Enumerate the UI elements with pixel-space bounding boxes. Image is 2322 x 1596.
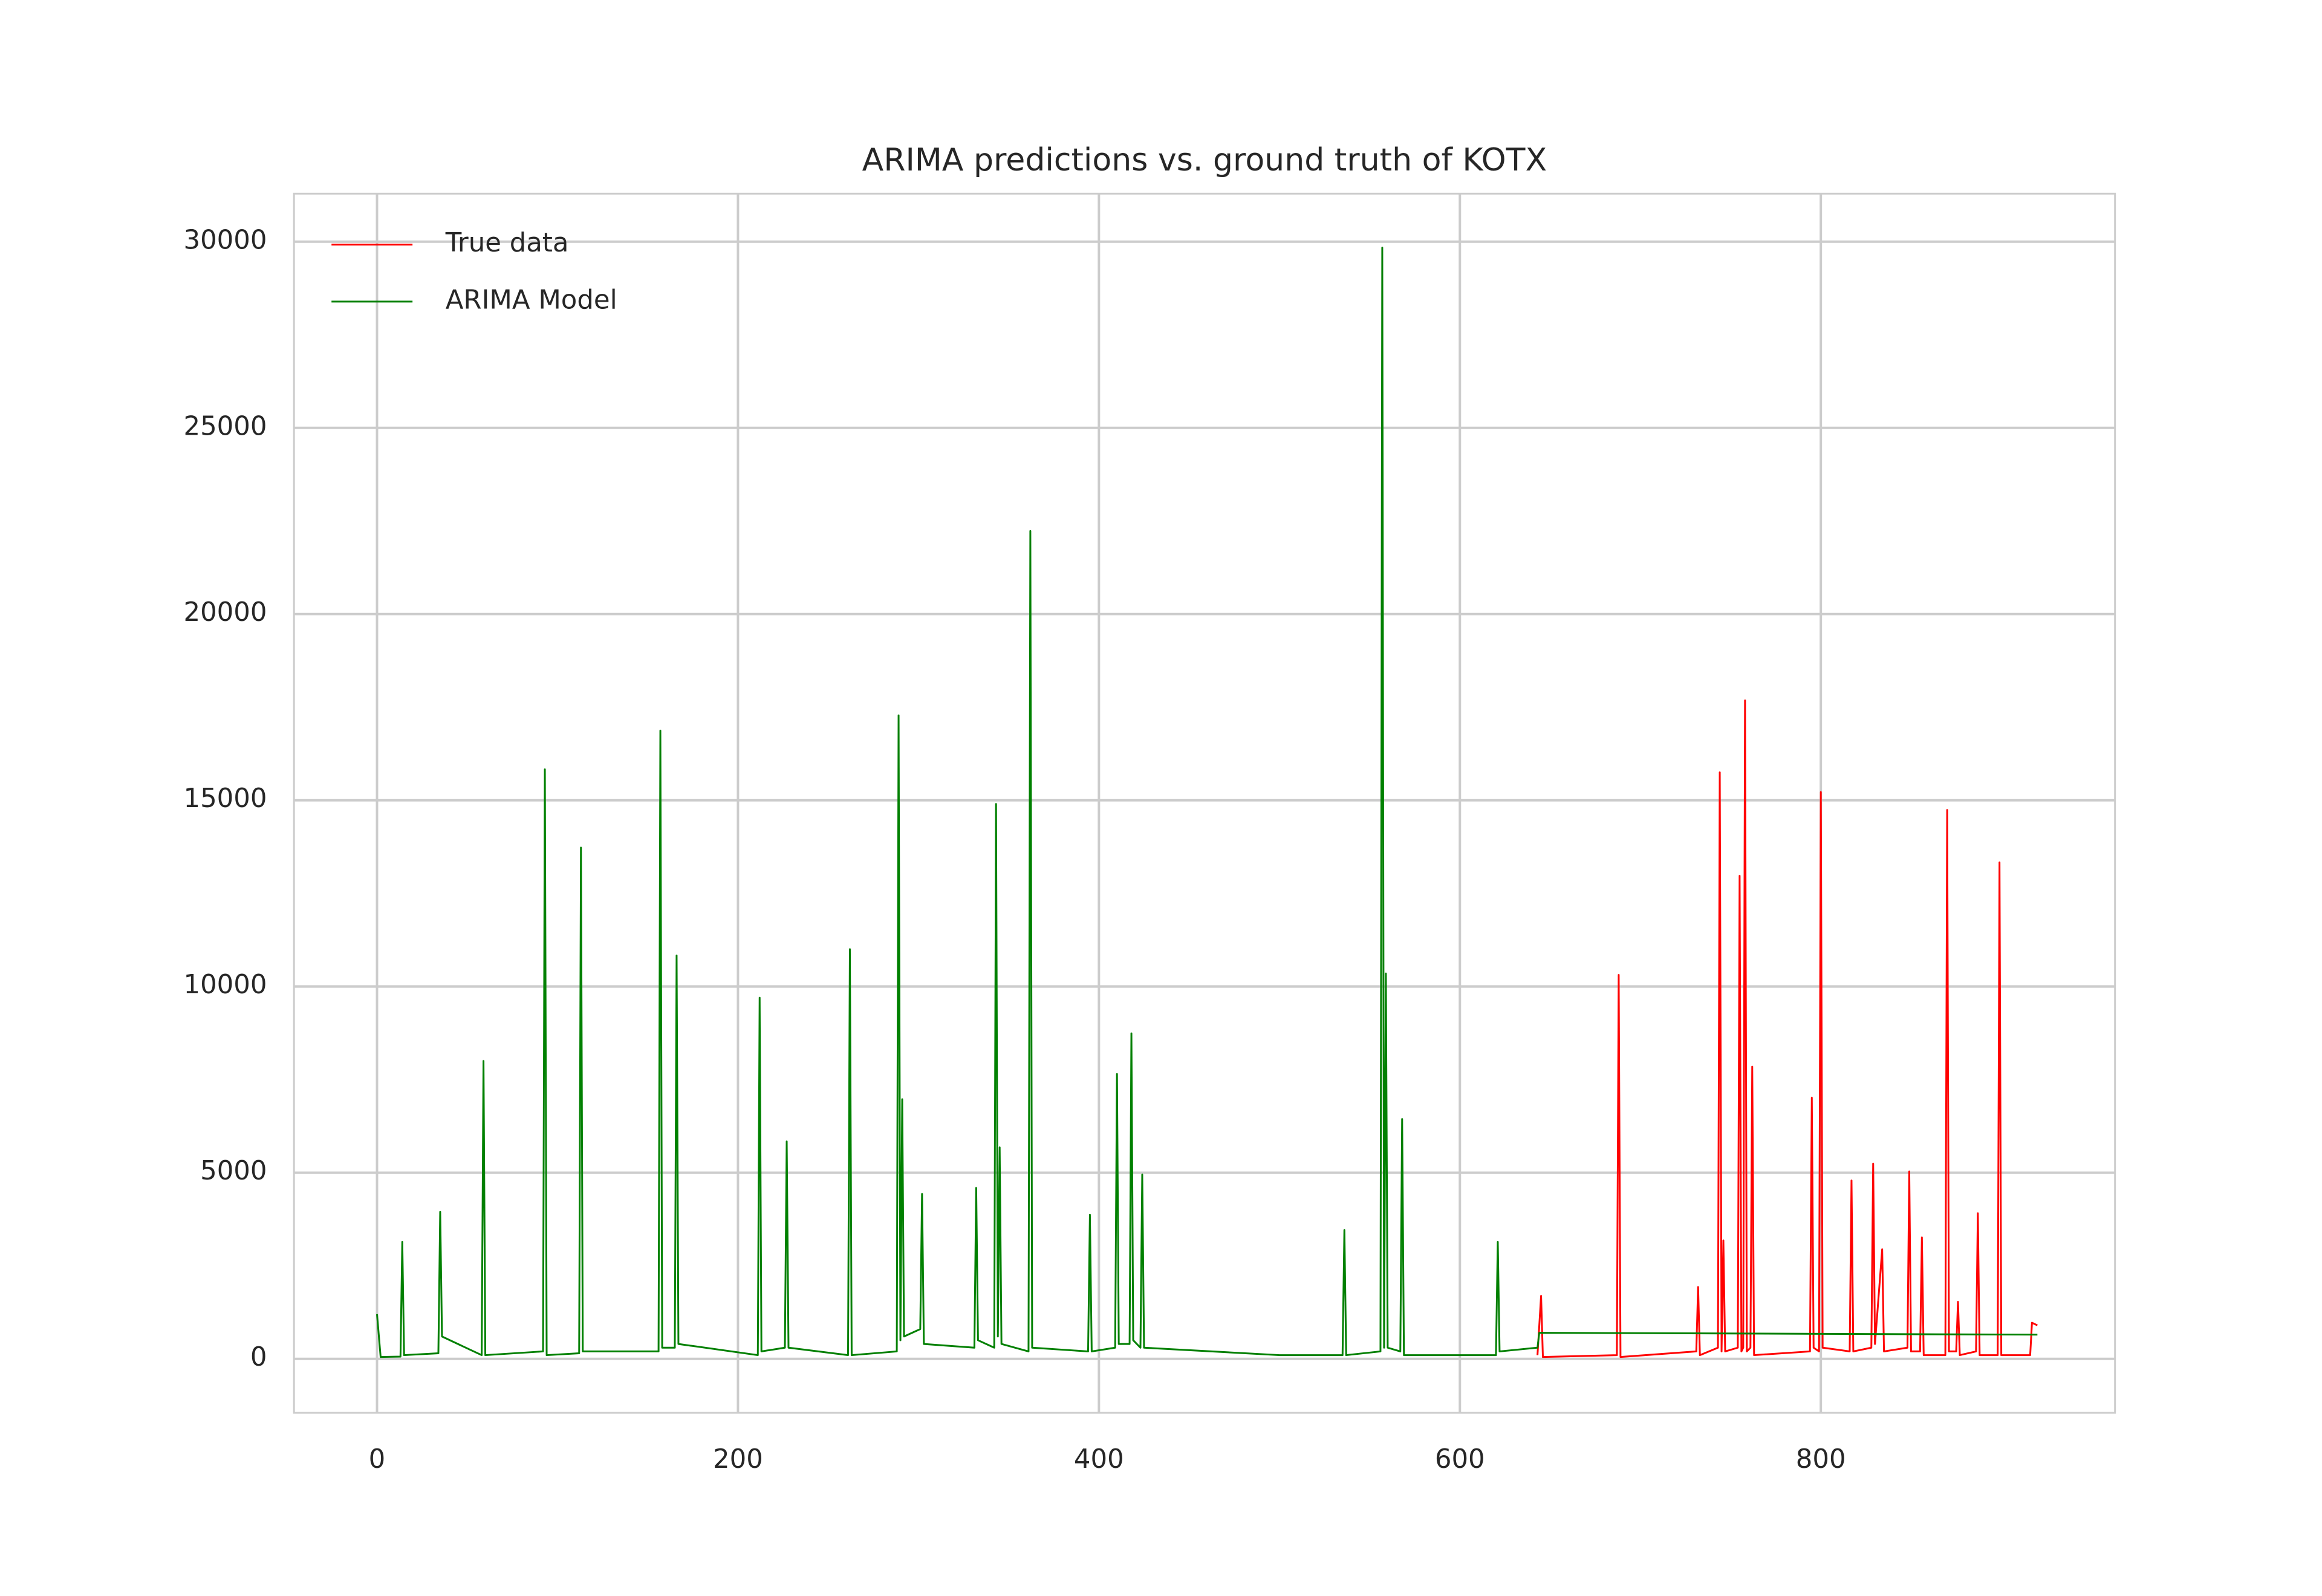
y-tick-label: 25000 bbox=[183, 411, 267, 441]
chart-title: ARIMA predictions vs. ground truth of KO… bbox=[862, 142, 1547, 178]
line-series bbox=[376, 247, 2038, 1358]
plot-frame bbox=[293, 192, 2116, 1414]
x-tick-label: 400 bbox=[1074, 1444, 1124, 1474]
y-tick-label: 30000 bbox=[183, 225, 267, 255]
line-series bbox=[1537, 699, 2038, 1358]
x-tick-label: 200 bbox=[713, 1444, 763, 1474]
legend-label: True data bbox=[445, 228, 569, 258]
x-tick-label: 800 bbox=[1796, 1444, 1846, 1474]
x-tick-label: 0 bbox=[369, 1444, 386, 1474]
y-tick-label: 5000 bbox=[200, 1156, 267, 1186]
y-tick-label: 0 bbox=[250, 1342, 267, 1372]
legend-label: ARIMA Model bbox=[446, 285, 617, 315]
y-tick-label: 15000 bbox=[183, 783, 267, 814]
x-tick-label: 600 bbox=[1435, 1444, 1485, 1474]
y-tick-label: 20000 bbox=[183, 597, 267, 628]
y-tick-label: 10000 bbox=[183, 970, 267, 1000]
